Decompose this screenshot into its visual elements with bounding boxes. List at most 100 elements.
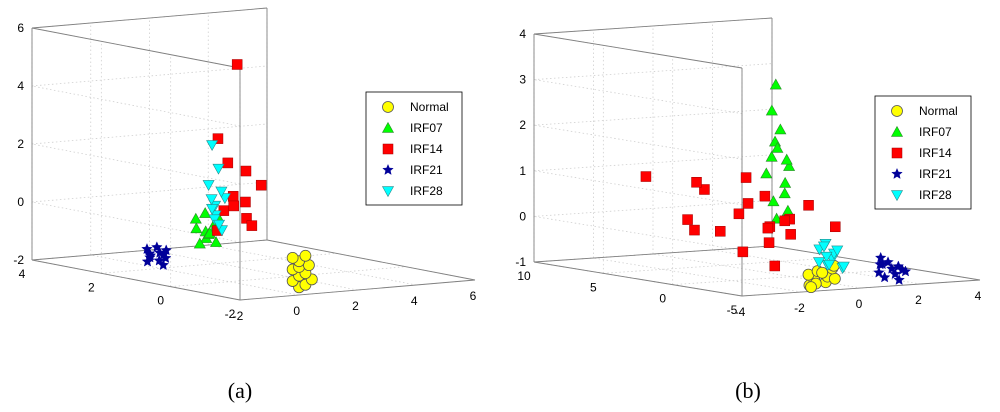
grid-line (31, 181, 268, 203)
data-point-irf14 (682, 214, 693, 225)
data-point-irf07 (771, 141, 784, 153)
data-point-irf07 (767, 195, 780, 207)
data-point-irf14 (769, 260, 781, 272)
z-tick-label: -1 (515, 255, 526, 269)
data-point-irf28 (812, 257, 826, 269)
grid-line (593, 257, 802, 293)
z-tick-label: 4 (519, 27, 526, 41)
panel-a-label: (a) (228, 378, 252, 403)
z-tick-label: 0 (17, 195, 24, 209)
y-tick-label: 4 (19, 267, 26, 281)
legend-label-irf07: IRF07 (410, 121, 443, 135)
data-point-irf14 (212, 133, 224, 144)
grid-line (149, 249, 358, 291)
data-point-irf07 (780, 153, 793, 165)
data-point-irf07 (779, 176, 792, 188)
legend-label-irf21: IRF21 (919, 167, 952, 181)
data-point-irf28 (823, 259, 836, 271)
data-point-irf07 (778, 187, 791, 199)
data-point-irf07 (781, 204, 794, 216)
data-point-irf14 (231, 59, 243, 70)
data-point-irf07 (765, 104, 778, 116)
data-point-normal (816, 266, 829, 279)
data-point-irf21 (151, 241, 163, 253)
data-point-irf07 (765, 150, 778, 162)
x-tick-label: 2 (352, 299, 359, 313)
data-point-irf28 (837, 261, 850, 273)
data-point-irf07 (770, 212, 783, 224)
data-point-irf07 (199, 207, 212, 218)
data-point-irf14 (785, 229, 796, 240)
data-point-normal (828, 272, 841, 285)
y-tick-label: -5 (727, 303, 738, 317)
z-tick-label: -2 (13, 253, 24, 267)
data-point-irf14 (240, 165, 252, 177)
grid-line (31, 123, 268, 145)
data-point-irf21 (892, 260, 905, 272)
data-point-irf14 (737, 246, 749, 258)
data-point-normal (805, 281, 817, 294)
legend-label-irf28: IRF28 (919, 188, 952, 202)
legend-label-normal: Normal (410, 100, 449, 114)
legend-label-irf21: IRF21 (410, 163, 443, 177)
data-point-irf28 (831, 245, 844, 257)
data-point-irf21 (874, 251, 887, 263)
legend-marker-irf21 (382, 163, 394, 175)
y-tick-label: 2 (88, 280, 95, 294)
legend-label-irf14: IRF14 (919, 146, 952, 160)
data-point-irf28 (820, 251, 833, 263)
data-point-irf14 (742, 198, 754, 209)
data-point-irf14 (228, 200, 239, 212)
x-tick-label: 4 (411, 294, 418, 308)
data-point-irf07 (760, 167, 773, 179)
data-point-irf14 (246, 220, 258, 231)
data-point-irf21 (157, 259, 169, 271)
data-point-irf14 (699, 184, 710, 195)
z-tick-label: 0 (519, 209, 526, 223)
data-point-irf21 (873, 266, 885, 278)
data-point-irf14 (715, 226, 726, 237)
data-point-irf21 (899, 265, 912, 277)
grid-line (31, 143, 241, 185)
legend-marker-normal (382, 101, 394, 113)
panel-b-label: (b) (735, 378, 761, 403)
x-tick-label: -2 (233, 309, 244, 323)
data-point-irf07 (189, 212, 202, 224)
x-tick-label: 6 (470, 289, 477, 303)
y-tick-label: -2 (225, 307, 236, 321)
z-tick-label: 3 (519, 73, 526, 87)
data-point-irf14 (830, 221, 841, 233)
legend-marker-irf21 (891, 167, 903, 179)
data-point-irf14 (762, 222, 774, 234)
data-point-irf14 (733, 208, 745, 220)
legend-label-normal: Normal (919, 104, 958, 118)
axis-frame-line (533, 261, 743, 297)
data-point-irf28 (202, 180, 215, 191)
y-tick-label: 0 (157, 294, 164, 308)
data-point-irf21 (893, 274, 905, 285)
data-point-irf21 (158, 248, 170, 260)
grid-line (90, 254, 299, 296)
data-point-irf21 (141, 255, 154, 267)
z-tick-label: 2 (519, 118, 526, 132)
legend-marker-irf14 (382, 143, 394, 155)
data-point-irf14 (689, 224, 700, 236)
axis-frame-line (31, 27, 241, 69)
grid-line (208, 244, 417, 286)
data-point-irf28 (206, 204, 219, 215)
y-tick-label: 0 (659, 292, 666, 306)
data-point-irf28 (208, 214, 221, 226)
data-point-irf21 (889, 268, 901, 280)
data-point-irf28 (215, 186, 228, 198)
z-tick-label: 2 (17, 137, 24, 151)
z-tick-label: 4 (17, 79, 24, 93)
data-point-irf07 (774, 123, 787, 135)
legend-label-irf14: IRF14 (410, 142, 443, 156)
data-point-normal (299, 249, 312, 262)
x-tick-label: 4 (975, 289, 982, 303)
z-tick-label: 1 (519, 164, 526, 178)
data-point-irf14 (640, 171, 652, 182)
data-point-irf28 (206, 140, 219, 152)
grid-line (533, 216, 743, 251)
